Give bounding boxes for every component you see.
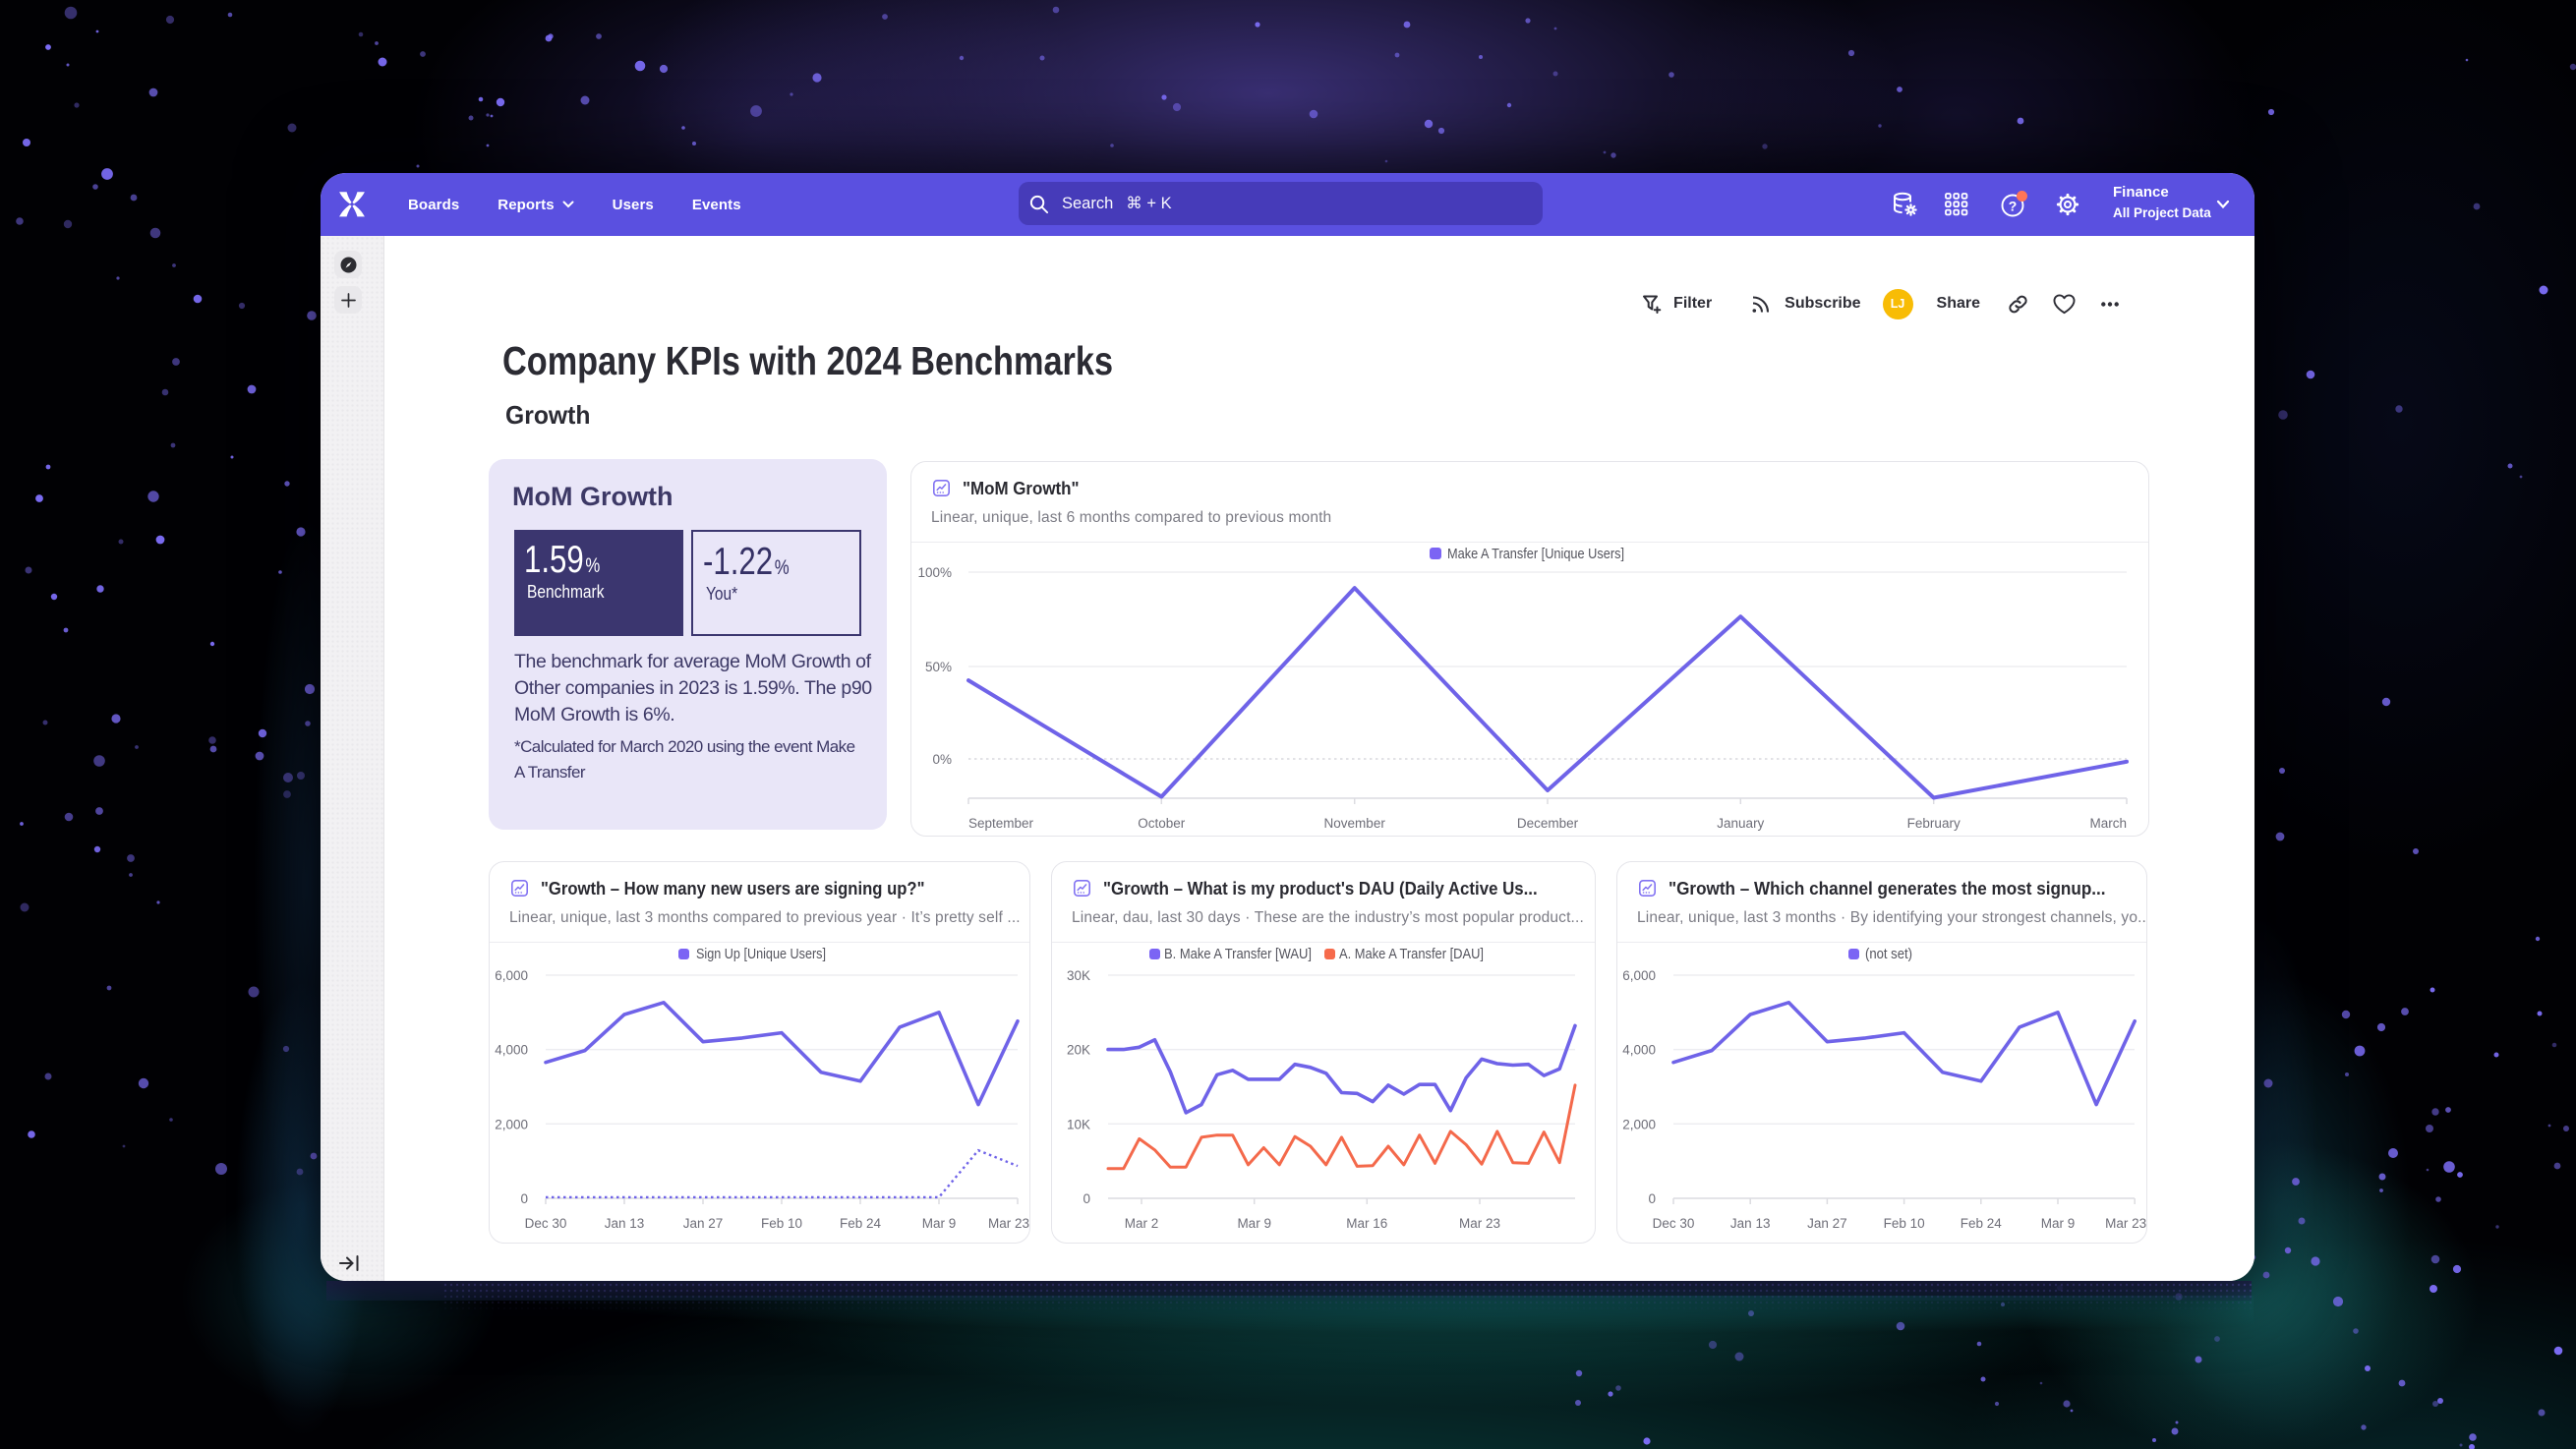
svg-text:Mar 9: Mar 9 (2041, 1216, 2076, 1231)
svg-text:2,000: 2,000 (1622, 1117, 1656, 1131)
svg-text:Dec 30: Dec 30 (525, 1216, 567, 1231)
svg-text:50%: 50% (925, 660, 952, 674)
svg-text:6,000: 6,000 (1622, 968, 1656, 983)
svg-text:6,000: 6,000 (495, 968, 528, 983)
svg-text:A. Make A Transfer [DAU]: A. Make A Transfer [DAU] (1339, 947, 1484, 962)
svg-text:0: 0 (1083, 1191, 1090, 1206)
svg-text:(not set): (not set) (1865, 947, 1912, 962)
svg-text:20K: 20K (1067, 1043, 1090, 1058)
svg-text:0: 0 (520, 1191, 528, 1206)
svg-text:Mar 2: Mar 2 (1125, 1216, 1159, 1231)
svg-text:Mar 23: Mar 23 (1459, 1216, 1500, 1231)
svg-text:Mar 9: Mar 9 (922, 1216, 957, 1231)
svg-text:Feb 10: Feb 10 (761, 1216, 802, 1231)
svg-text:January: January (1717, 816, 1764, 831)
svg-text:?: ? (2009, 199, 2018, 214)
svg-text:B. Make A Transfer [WAU]: B. Make A Transfer [WAU] (1164, 947, 1312, 962)
svg-text:Dec 30: Dec 30 (1653, 1216, 1695, 1231)
svg-text:Jan 13: Jan 13 (1730, 1216, 1771, 1231)
svg-text:Mar 23: Mar 23 (988, 1216, 1029, 1231)
svg-text:Mar 9: Mar 9 (1237, 1216, 1271, 1231)
svg-text:2,000: 2,000 (495, 1117, 528, 1131)
svg-text:4,000: 4,000 (495, 1043, 528, 1058)
svg-text:0: 0 (1648, 1191, 1656, 1206)
svg-text:Mar 23: Mar 23 (2105, 1216, 2146, 1231)
svg-text:Feb 24: Feb 24 (840, 1216, 882, 1231)
svg-text:Sign Up [Unique Users]: Sign Up [Unique Users] (696, 947, 826, 962)
svg-text:February: February (1907, 816, 1961, 831)
svg-text:Jan 27: Jan 27 (683, 1216, 724, 1231)
svg-text:100%: 100% (917, 565, 952, 580)
svg-text:Jan 13: Jan 13 (605, 1216, 645, 1231)
svg-text:September: September (968, 816, 1034, 831)
svg-text:Make A Transfer [Unique Users]: Make A Transfer [Unique Users] (1447, 546, 1624, 562)
svg-text:30K: 30K (1067, 968, 1090, 983)
svg-text:December: December (1517, 816, 1579, 831)
svg-text:November: November (1324, 816, 1386, 831)
svg-text:Jan 27: Jan 27 (1807, 1216, 1847, 1231)
svg-text:October: October (1138, 816, 1186, 831)
svg-text:Feb 24: Feb 24 (1961, 1216, 2003, 1231)
svg-text:4,000: 4,000 (1622, 1043, 1656, 1058)
svg-text:Feb 10: Feb 10 (1884, 1216, 1925, 1231)
svg-text:0%: 0% (932, 752, 952, 767)
svg-text:Mar 16: Mar 16 (1346, 1216, 1387, 1231)
svg-text:March: March (2089, 816, 2127, 831)
svg-text:10K: 10K (1067, 1117, 1090, 1131)
